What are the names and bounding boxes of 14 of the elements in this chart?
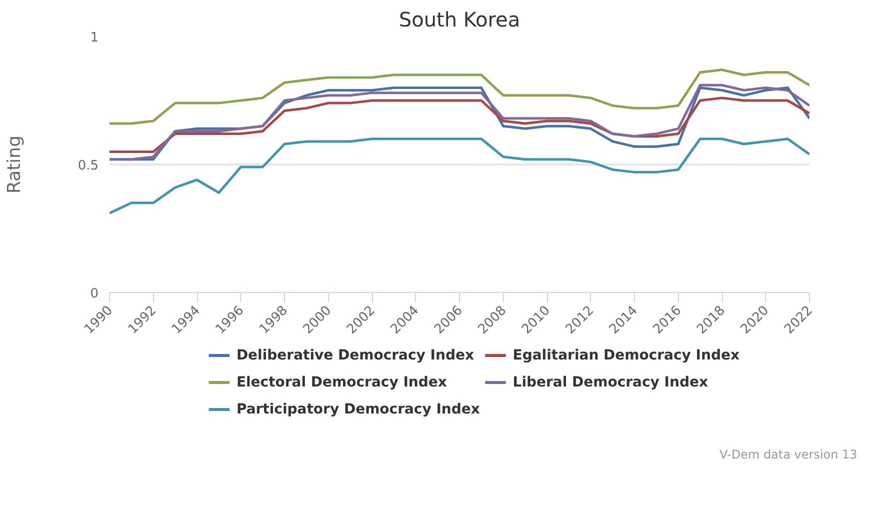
legend-label: Liberal Democracy Index [512,374,708,390]
line-series [110,68,810,125]
chart-title: South Korea [398,8,520,32]
legend-label: Deliberative Democracy Index [236,348,474,364]
y-tick-label: 0.5 [78,158,99,174]
legend-label: Electoral Democracy Index [236,374,447,390]
legend-label: Egalitarian Democracy Index [512,348,740,364]
y-tick-label: 1 [90,30,99,46]
line-series [110,138,810,214]
legend-label: Participatory Democracy Index [236,402,480,418]
text: V-Dem data version 13 [719,448,858,462]
y-tick-label: 0 [90,286,99,302]
y-axis-title: Rating [4,135,25,194]
line-series [110,96,810,153]
